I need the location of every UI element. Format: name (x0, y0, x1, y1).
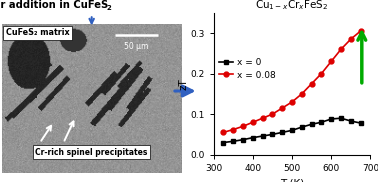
x = 0 (329, 118, 333, 120)
x = 0 (270, 133, 275, 136)
x = 0 (260, 135, 265, 137)
x = 0.08 (299, 93, 304, 95)
Text: 50 μm: 50 μm (124, 42, 148, 51)
x = 0.08 (280, 107, 285, 109)
x = 0 (280, 131, 285, 133)
x = 0.08 (358, 30, 363, 32)
x = 0.08 (349, 38, 353, 40)
X-axis label: T (K): T (K) (280, 178, 304, 182)
x = 0.08 (339, 48, 343, 50)
Text: Cr-rich spinel precipitates: Cr-rich spinel precipitates (36, 148, 148, 157)
Text: 2: 2 (107, 5, 112, 11)
x = 0.08 (290, 101, 294, 103)
x = 0.08 (309, 83, 314, 85)
x = 0 (358, 122, 363, 124)
Text: Cr addition in CuFeS: Cr addition in CuFeS (0, 0, 108, 10)
Legend: x = 0, x = 0.08: x = 0, x = 0.08 (218, 57, 277, 80)
x = 0 (309, 123, 314, 125)
Text: CuFeS₂ matrix: CuFeS₂ matrix (6, 28, 69, 37)
x = 0 (349, 120, 353, 122)
x = 0 (319, 121, 324, 123)
Line: x = 0: x = 0 (221, 116, 363, 145)
x = 0 (339, 117, 343, 119)
x = 0 (251, 136, 255, 139)
x = 0 (241, 139, 245, 141)
x = 0.08 (241, 125, 245, 127)
x = 0.08 (221, 131, 226, 133)
x = 0 (299, 126, 304, 128)
x = 0.08 (329, 60, 333, 62)
Y-axis label: zT: zT (179, 78, 189, 90)
x = 0 (221, 141, 226, 144)
x = 0.08 (319, 72, 324, 75)
x = 0 (290, 129, 294, 131)
x = 0.08 (270, 113, 275, 115)
x = 0 (231, 140, 235, 142)
Title: Cu$_{1-x}$Cr$_x$FeS$_2$: Cu$_{1-x}$Cr$_x$FeS$_2$ (256, 0, 328, 12)
Line: x = 0.08: x = 0.08 (221, 29, 363, 135)
x = 0.08 (251, 121, 255, 123)
x = 0.08 (260, 117, 265, 119)
x = 0.08 (231, 128, 235, 131)
